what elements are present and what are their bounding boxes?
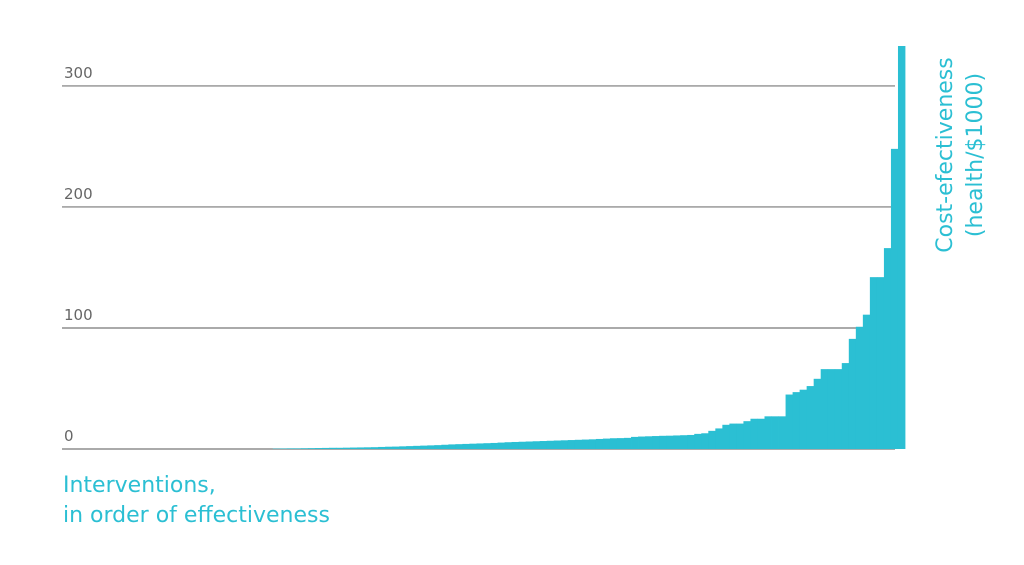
bar (588, 439, 597, 449)
bar (539, 441, 548, 449)
bar (897, 46, 906, 449)
bar (694, 433, 702, 449)
bar (680, 435, 688, 449)
bar (455, 444, 463, 449)
bar (490, 442, 498, 449)
bar (406, 446, 414, 449)
bar (420, 445, 428, 449)
bar (385, 446, 393, 449)
bar (890, 148, 899, 450)
bar (715, 428, 723, 449)
bar (286, 448, 295, 449)
bar (581, 439, 590, 449)
bar (876, 277, 885, 449)
bar (483, 443, 491, 449)
bar (841, 363, 850, 449)
bar (624, 437, 632, 449)
bar (799, 389, 808, 449)
bar (869, 277, 878, 449)
bar (307, 448, 316, 449)
bar (567, 440, 576, 449)
bar (792, 392, 801, 449)
bar (701, 433, 709, 449)
bar (764, 416, 772, 449)
bar (883, 248, 892, 449)
bar (595, 438, 604, 449)
x-axis-label: Interventions, (63, 473, 216, 498)
bar (357, 447, 365, 449)
bar (750, 418, 758, 449)
y-axis-label: (health/$1000) (963, 73, 988, 237)
bar (778, 416, 786, 449)
bar (371, 447, 379, 449)
bar (609, 438, 618, 449)
bar (638, 436, 646, 449)
bar (511, 441, 520, 449)
bar (300, 448, 309, 449)
bar (434, 445, 442, 449)
bar (652, 436, 660, 449)
bar (785, 394, 793, 449)
bar (518, 441, 527, 449)
bar (476, 443, 484, 449)
bar (497, 442, 505, 449)
bar (729, 423, 737, 449)
bar (560, 440, 569, 449)
bar (378, 446, 386, 449)
bar (827, 369, 836, 449)
bar (666, 435, 674, 449)
y-tick-label: 0 (64, 427, 74, 445)
bar (736, 423, 744, 449)
y-tick-label: 300 (64, 64, 93, 82)
bar (293, 448, 302, 449)
bar (771, 416, 779, 449)
bar (335, 447, 344, 449)
bar (469, 443, 477, 449)
bar (673, 435, 681, 449)
bar (364, 447, 372, 449)
bar (855, 326, 864, 449)
bar (862, 314, 871, 449)
grid: 0 100 200 300 (62, 64, 895, 450)
bar (448, 444, 456, 449)
bar (343, 447, 351, 449)
bar (525, 441, 534, 449)
bar (743, 421, 751, 449)
bar (441, 444, 449, 449)
y-tick-label: 200 (64, 185, 93, 203)
y-axis-label: Cost-efectiveness (933, 57, 958, 252)
bar (574, 439, 583, 449)
bar (532, 441, 541, 449)
bar (350, 447, 358, 449)
bar (616, 438, 625, 449)
bar (722, 424, 730, 449)
bar (659, 435, 667, 449)
bar (553, 440, 562, 449)
y-tick-label: 100 (64, 306, 93, 324)
bar (813, 378, 822, 449)
bar (413, 445, 421, 449)
bar (392, 446, 400, 449)
bar (602, 438, 611, 449)
bar (462, 443, 470, 449)
bar (314, 448, 323, 449)
bar (427, 445, 435, 449)
bar (321, 447, 330, 449)
bar (848, 338, 857, 449)
bar (687, 434, 695, 449)
bar (757, 418, 765, 449)
bar (504, 442, 512, 449)
bar (645, 436, 653, 449)
bar (708, 430, 716, 449)
bar (399, 446, 407, 449)
x-axis-label: in order of effectiveness (63, 503, 330, 528)
bars (272, 46, 906, 450)
bar (820, 369, 829, 449)
bar (834, 369, 843, 449)
bar (631, 436, 639, 449)
bar (546, 440, 555, 449)
bar (806, 386, 815, 449)
bar (328, 447, 337, 449)
